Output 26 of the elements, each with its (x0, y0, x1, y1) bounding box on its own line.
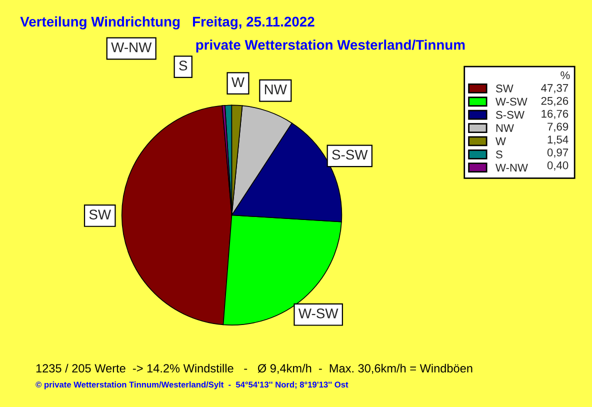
data-label: 0,97 (547, 148, 568, 158)
chart-title: Verteilung Windrichtung Freitag, 25.11.2022 (20, 16, 314, 30)
legend-label: S (496, 150, 502, 158)
slice-label: W (232, 77, 244, 87)
chart-subtitle: private Wetterstation Westerland/Tinnum (196, 40, 465, 53)
data-label: 7,69 (548, 122, 568, 132)
legend-label: W (496, 137, 506, 146)
legend-label: W-NW (496, 164, 528, 172)
legend-label: W-SW (496, 98, 528, 106)
slice-label: S-SW (332, 150, 368, 160)
slice-label: SW (89, 210, 112, 220)
text: 1235 / 205 Werte -> 14.2% Windstille - Ø 9,4km/h - Max. 30,6km/h = Windböen (36, 364, 472, 374)
data-label: 47,37 (541, 84, 568, 94)
data-label: 0,40 (547, 161, 568, 171)
legend-label: S-SW (496, 110, 524, 119)
legend-label: NW (496, 124, 514, 132)
category-label: W-NW (111, 42, 152, 52)
data-label: 1,54 (548, 136, 568, 145)
legend-title: % (560, 71, 570, 80)
slice-label: W-SW (298, 308, 338, 318)
data-label: 25,26 (541, 96, 568, 106)
data-label: 16,76 (542, 110, 568, 120)
legend-label: SW (496, 84, 514, 92)
category-label: S (179, 60, 188, 71)
text: © private Wetterstation Tinnum/Westerland/Sylt - 54°54'13'' Nord; 8°19'13'' Ost (36, 381, 348, 390)
slice-label: NW (264, 84, 287, 94)
